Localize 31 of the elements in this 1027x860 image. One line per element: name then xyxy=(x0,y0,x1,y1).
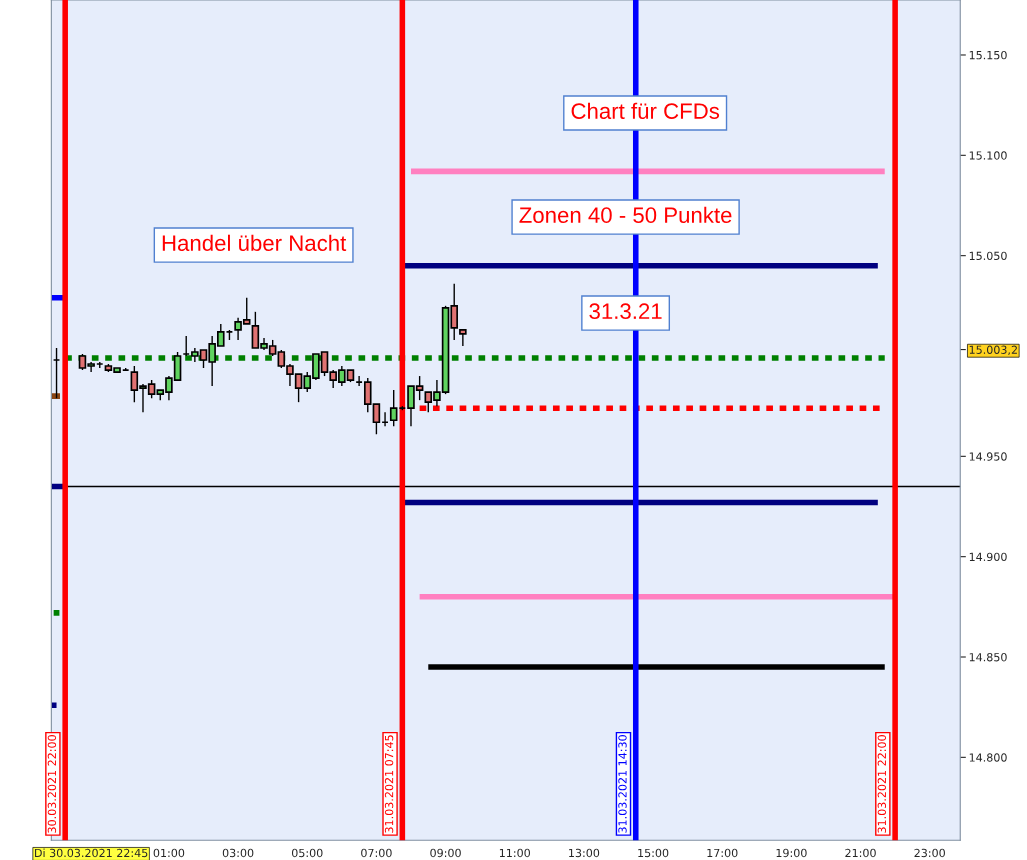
candlestick xyxy=(389,389,398,427)
ref-line-label: 31.03.2021 14:30 xyxy=(618,735,627,833)
x-tick-label: 07:00 xyxy=(361,848,392,858)
x-tick-label: 19:00 xyxy=(776,848,807,858)
ref-line-label: 30.03.2021 22:00 xyxy=(47,735,57,833)
x-tick-label: 05:00 xyxy=(291,848,323,858)
y-tick-label: 14.850 xyxy=(969,652,1007,662)
annotation: Chart für CFDs xyxy=(571,102,720,119)
ref-line-label: 31.03.2021 07:45 xyxy=(384,735,394,833)
x-tick-label: Di 30.03.2021 22:45 xyxy=(35,848,148,858)
x-tick-label: 17:00 xyxy=(707,848,738,858)
x-tick-label: 03:00 xyxy=(222,848,254,858)
x-tick-label: 09:00 xyxy=(430,848,461,858)
annotation: 31.3.21 xyxy=(589,303,662,320)
y-tick-label: 14.900 xyxy=(969,552,1007,562)
y-tick-label: 15.003,2 xyxy=(969,345,1017,356)
annotation: Handel über Nacht xyxy=(162,234,347,252)
y-tick-label: 14.800 xyxy=(969,753,1007,762)
x-tick-label: 15:00 xyxy=(638,848,669,858)
annotation: Zonen 40 - 50 Punkte xyxy=(519,206,732,224)
x-tick-label: 01:00 xyxy=(153,848,185,858)
candlestick xyxy=(459,329,467,347)
y-tick-label: 15.150 xyxy=(969,50,1007,60)
ref-line-label: 31.03.2021 22:00 xyxy=(877,735,887,833)
y-tick-label: 15.050 xyxy=(969,251,1007,261)
x-tick-label: 23:00 xyxy=(914,848,945,858)
x-tick-label: 11:00 xyxy=(499,848,530,858)
y-tick-label: 14.950 xyxy=(969,452,1007,461)
x-tick-label: 21:00 xyxy=(845,848,876,858)
x-tick-label: 13:00 xyxy=(569,848,600,858)
y-tick-label: 15.100 xyxy=(969,151,1007,160)
